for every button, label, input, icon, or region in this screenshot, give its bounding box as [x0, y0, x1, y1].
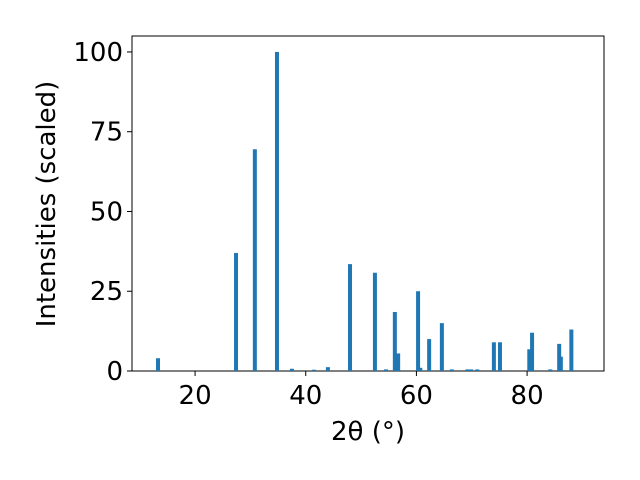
bar [569, 329, 574, 371]
x-axis-label: 2θ (°) [331, 417, 405, 447]
y-tick-label: 0 [106, 357, 123, 387]
bar [475, 369, 480, 371]
y-tick-label: 75 [90, 118, 123, 148]
x-tick-label: 20 [179, 381, 212, 411]
bar [427, 339, 432, 371]
bar [491, 342, 496, 371]
bar [418, 367, 423, 371]
bar [252, 149, 257, 371]
bar [392, 311, 397, 371]
y-tick-label: 100 [73, 38, 123, 68]
bar [289, 368, 294, 371]
x-tick-label: 80 [511, 381, 544, 411]
bar [274, 51, 279, 371]
x-tick-label: 60 [400, 381, 433, 411]
x-tick-label: 40 [289, 381, 322, 411]
bar [348, 264, 353, 371]
bar [372, 272, 377, 371]
bar [416, 291, 421, 371]
bar [548, 369, 553, 371]
bar [469, 369, 474, 371]
y-axis-label: Intensities (scaled) [32, 81, 62, 328]
y-tick-label: 50 [90, 197, 123, 227]
bar [558, 356, 563, 371]
bar [527, 349, 532, 371]
plot-frame [131, 35, 605, 372]
bar [156, 358, 161, 371]
bar [312, 369, 317, 371]
bar [383, 369, 388, 371]
bar [465, 369, 470, 371]
y-tick-label: 25 [90, 277, 123, 307]
bar [497, 342, 502, 371]
bar [449, 369, 454, 371]
bar [396, 353, 401, 371]
bar [439, 323, 444, 371]
bar [234, 252, 239, 371]
bar [325, 367, 330, 371]
bar [530, 332, 535, 371]
